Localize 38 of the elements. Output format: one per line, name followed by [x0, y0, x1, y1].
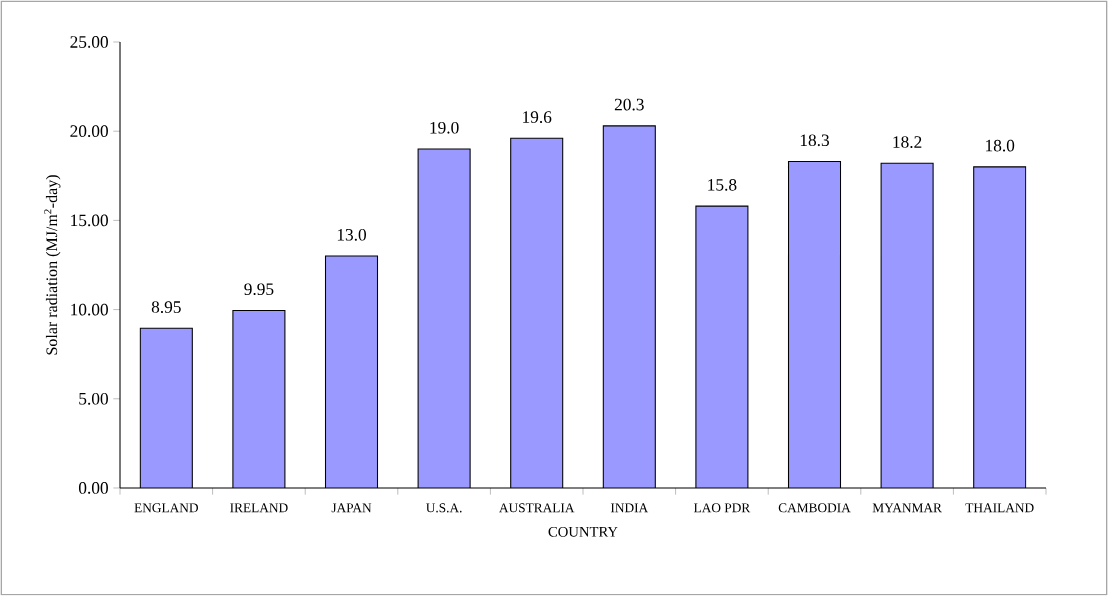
- y-tick-label: 0.00: [78, 482, 108, 494]
- data-label: 8.95: [151, 301, 181, 313]
- y-tick-label: 10.00: [71, 303, 108, 316]
- data-label: 18.0: [986, 139, 1015, 152]
- x-tick-label: AUSTRALIA: [499, 503, 575, 513]
- x-tick-label: ENGLAND: [134, 503, 198, 513]
- x-tick-label: JAPAN: [331, 503, 372, 513]
- bar: [232, 310, 285, 488]
- bar: [325, 256, 378, 488]
- data-label: 18.3: [800, 134, 829, 147]
- y-tick-label: 20.00: [70, 125, 108, 138]
- data-label: 19.0: [430, 121, 459, 134]
- x-tick-label: MYANMAR: [872, 503, 942, 513]
- y-tick-label: 25.00: [70, 36, 108, 48]
- y-axis-title: Solar radiation (MJ/m$^{2}$-day): [44, 175, 61, 355]
- x-tick-label: LAO PDR: [693, 503, 751, 513]
- x-axis-title: COUNTRY: [548, 526, 618, 537]
- data-label: 15.8: [708, 178, 737, 191]
- x-tick-label: U.S.A.: [426, 503, 462, 513]
- bar: [603, 125, 656, 488]
- bar: [881, 163, 934, 488]
- y-tick-label: 5.00: [79, 392, 108, 405]
- x-tick-label: IRELAND: [230, 503, 288, 513]
- data-label: 13.0: [337, 228, 367, 241]
- x-tick-label: INDIA: [610, 503, 649, 513]
- bar: [418, 149, 471, 488]
- data-label: 9.95: [244, 283, 274, 296]
- bar: [510, 138, 563, 488]
- data-label: 19.6: [523, 111, 552, 123]
- data-label: 18.2: [893, 136, 922, 148]
- bar: [973, 166, 1027, 488]
- y-tick-label: 15.00: [71, 214, 108, 227]
- x-tick-label: THAILAND: [965, 503, 1034, 513]
- bar: [140, 328, 193, 488]
- x-tick-label: CAMBODIA: [778, 503, 851, 513]
- data-label: 20.3: [614, 98, 644, 111]
- bar: [788, 161, 841, 488]
- bar: [695, 206, 748, 488]
